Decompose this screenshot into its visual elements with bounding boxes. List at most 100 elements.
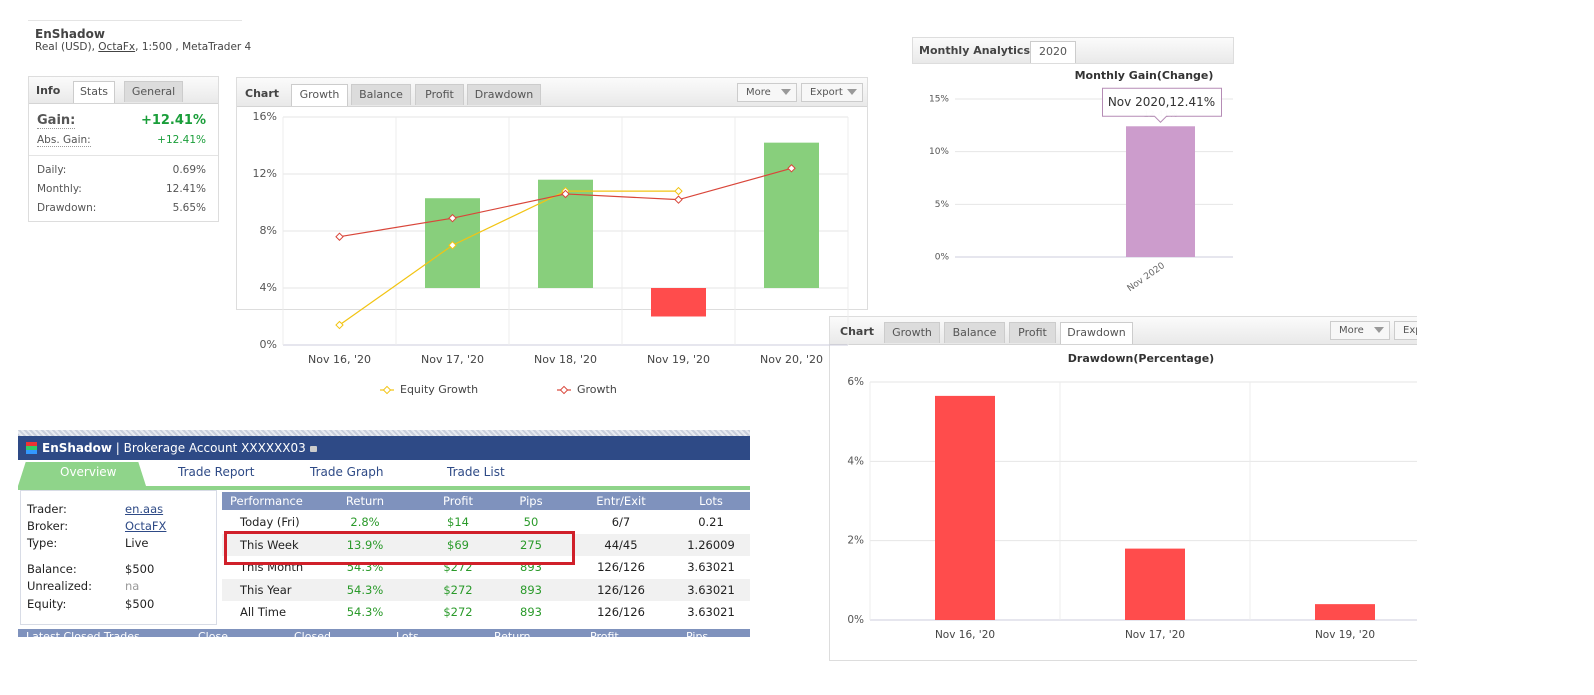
cell: 3.63021 — [687, 582, 735, 597]
y-tick-label: 10% — [929, 147, 949, 157]
brand: EnShadow — [42, 441, 112, 455]
crop-mask — [1417, 300, 1594, 695]
legend-label: Growth — [577, 383, 617, 396]
x-tick-label: Nov 18, '20 — [534, 353, 597, 366]
y-tick-label: 0% — [260, 338, 277, 351]
account-value: $500 — [125, 562, 155, 576]
row-value: 5.65% — [172, 202, 206, 214]
more-button[interactable]: More — [1330, 321, 1390, 340]
tab-label: Monthly Analytics — [919, 44, 1030, 57]
footer-head — [18, 629, 750, 637]
footer-header: Lots — [396, 630, 419, 637]
tab[interactable]: Drawdown — [467, 84, 541, 105]
account-label: Broker: — [27, 519, 69, 533]
account-label: Unrealized: — [27, 579, 92, 593]
tab[interactable]: Drawdown — [1060, 322, 1133, 344]
nav-item[interactable]: Trade List — [447, 465, 505, 479]
analytics-bar: Monthly Analytics 2020 — [912, 37, 1234, 64]
info-panel: Info Stats General Gain: +12.41% Abs. Ga… — [28, 76, 219, 222]
column-header: Performance — [230, 494, 303, 508]
lock-icon — [309, 446, 317, 452]
cell: All Time — [240, 605, 287, 620]
nav-item[interactable]: Overview — [60, 465, 117, 479]
account-value[interactable]: en.aas — [125, 502, 164, 516]
cell: 3.63021 — [687, 605, 735, 620]
cell: 54.3% — [346, 605, 384, 620]
footer-header: Pips — [686, 630, 709, 637]
divider — [29, 155, 218, 156]
footer-header: Profit — [590, 630, 619, 637]
x-tick-label: Nov 19, '20 — [647, 353, 710, 366]
logo — [26, 442, 37, 454]
column-header: Pips — [519, 494, 543, 508]
account-value: na — [125, 579, 140, 593]
cell: 3.63021 — [687, 560, 735, 575]
account-label: Equity: — [27, 597, 67, 611]
column-header: Return — [345, 494, 385, 508]
broker-link[interactable]: OctaFx — [98, 41, 136, 53]
legend-label: Equity Growth — [400, 383, 478, 396]
cell: 50 — [523, 515, 539, 529]
abs-gain-value: +12.41% — [157, 134, 206, 146]
cell: 126/126 — [597, 560, 645, 575]
highlight-box — [224, 531, 575, 565]
tab[interactable]: Balance — [944, 322, 1005, 343]
legend-marker — [559, 385, 569, 395]
cell: This Week — [240, 537, 299, 552]
drawdown-panel: Chart Growth Balance Profit Drawdown Mor… — [829, 316, 1450, 661]
tab[interactable]: Profit — [415, 84, 464, 105]
row-label: Drawdown: — [37, 202, 97, 214]
tab[interactable]: Balance — [351, 84, 411, 105]
account-label: Balance: — [27, 562, 77, 576]
cell: 275 — [520, 537, 542, 552]
cell: 893 — [520, 605, 542, 620]
cell: 6/7 — [611, 515, 631, 529]
tab[interactable]: Profit — [1009, 322, 1056, 343]
legend-marker — [382, 385, 392, 395]
title: EnShadow | Brokerage Account XXXXXX03 — [42, 441, 317, 455]
cell: 13.9% — [346, 537, 384, 552]
cell: 0.21 — [698, 515, 724, 529]
cell: 126/126 — [597, 582, 645, 597]
account-label: Type: — [27, 536, 58, 550]
point — [335, 320, 344, 330]
account-label: Trader: — [27, 502, 67, 516]
row-label: Monthly: — [37, 183, 82, 195]
account-value: Live — [125, 536, 149, 550]
tab[interactable]: Stats — [73, 81, 115, 103]
row-bg — [222, 511, 750, 533]
cell: 1.26009 — [687, 537, 735, 552]
tab[interactable]: General — [124, 81, 183, 102]
cell: This Year — [240, 582, 292, 597]
cell: 44/45 — [604, 537, 638, 552]
tab[interactable]: Growth — [291, 84, 348, 106]
tab[interactable]: Growth — [884, 322, 940, 343]
brokerage-widget: EnShadow | Brokerage Account XXXXXX03 Ov… — [18, 430, 750, 637]
row-bg — [222, 601, 750, 624]
column-header: Profit — [443, 494, 473, 508]
chart-title: Monthly Gain(Change) — [1075, 69, 1214, 82]
x-tick-label: Nov 17, '20 — [421, 353, 484, 366]
y-tick-label: 0% — [935, 253, 950, 263]
nav-item[interactable]: Trade Graph — [310, 465, 384, 479]
title-bar: EnShadow | Brokerage Account XXXXXX03 — [18, 436, 750, 460]
abs-gain-label: Abs. Gain: — [37, 134, 91, 147]
tab[interactable]: 2020 — [1030, 41, 1076, 63]
nav-item[interactable]: Trade Report — [178, 465, 255, 479]
x-tick-label: Nov 16, '20 — [308, 353, 371, 366]
y-tick-label: 5% — [935, 200, 950, 210]
export-button[interactable]: Export — [801, 83, 863, 102]
tab-label: Info — [36, 84, 61, 97]
column-header: Entr/Exit — [596, 494, 646, 508]
info-header: Info Stats General — [29, 77, 218, 104]
account-value[interactable]: OctaFX — [125, 519, 167, 533]
account-title: | Brokerage Account XXXXXX03 — [115, 441, 306, 455]
cell: $69 — [447, 537, 469, 552]
account-name: EnShadow — [35, 27, 105, 41]
tab-label: Chart — [840, 325, 875, 338]
more-button[interactable]: More — [737, 83, 797, 102]
tooltip: Nov 2020,12.41% — [1108, 95, 1215, 109]
account-details: Real (USD), OctaFx, 1:500 , MetaTrader 4 — [35, 41, 251, 53]
row-bg — [222, 533, 750, 556]
